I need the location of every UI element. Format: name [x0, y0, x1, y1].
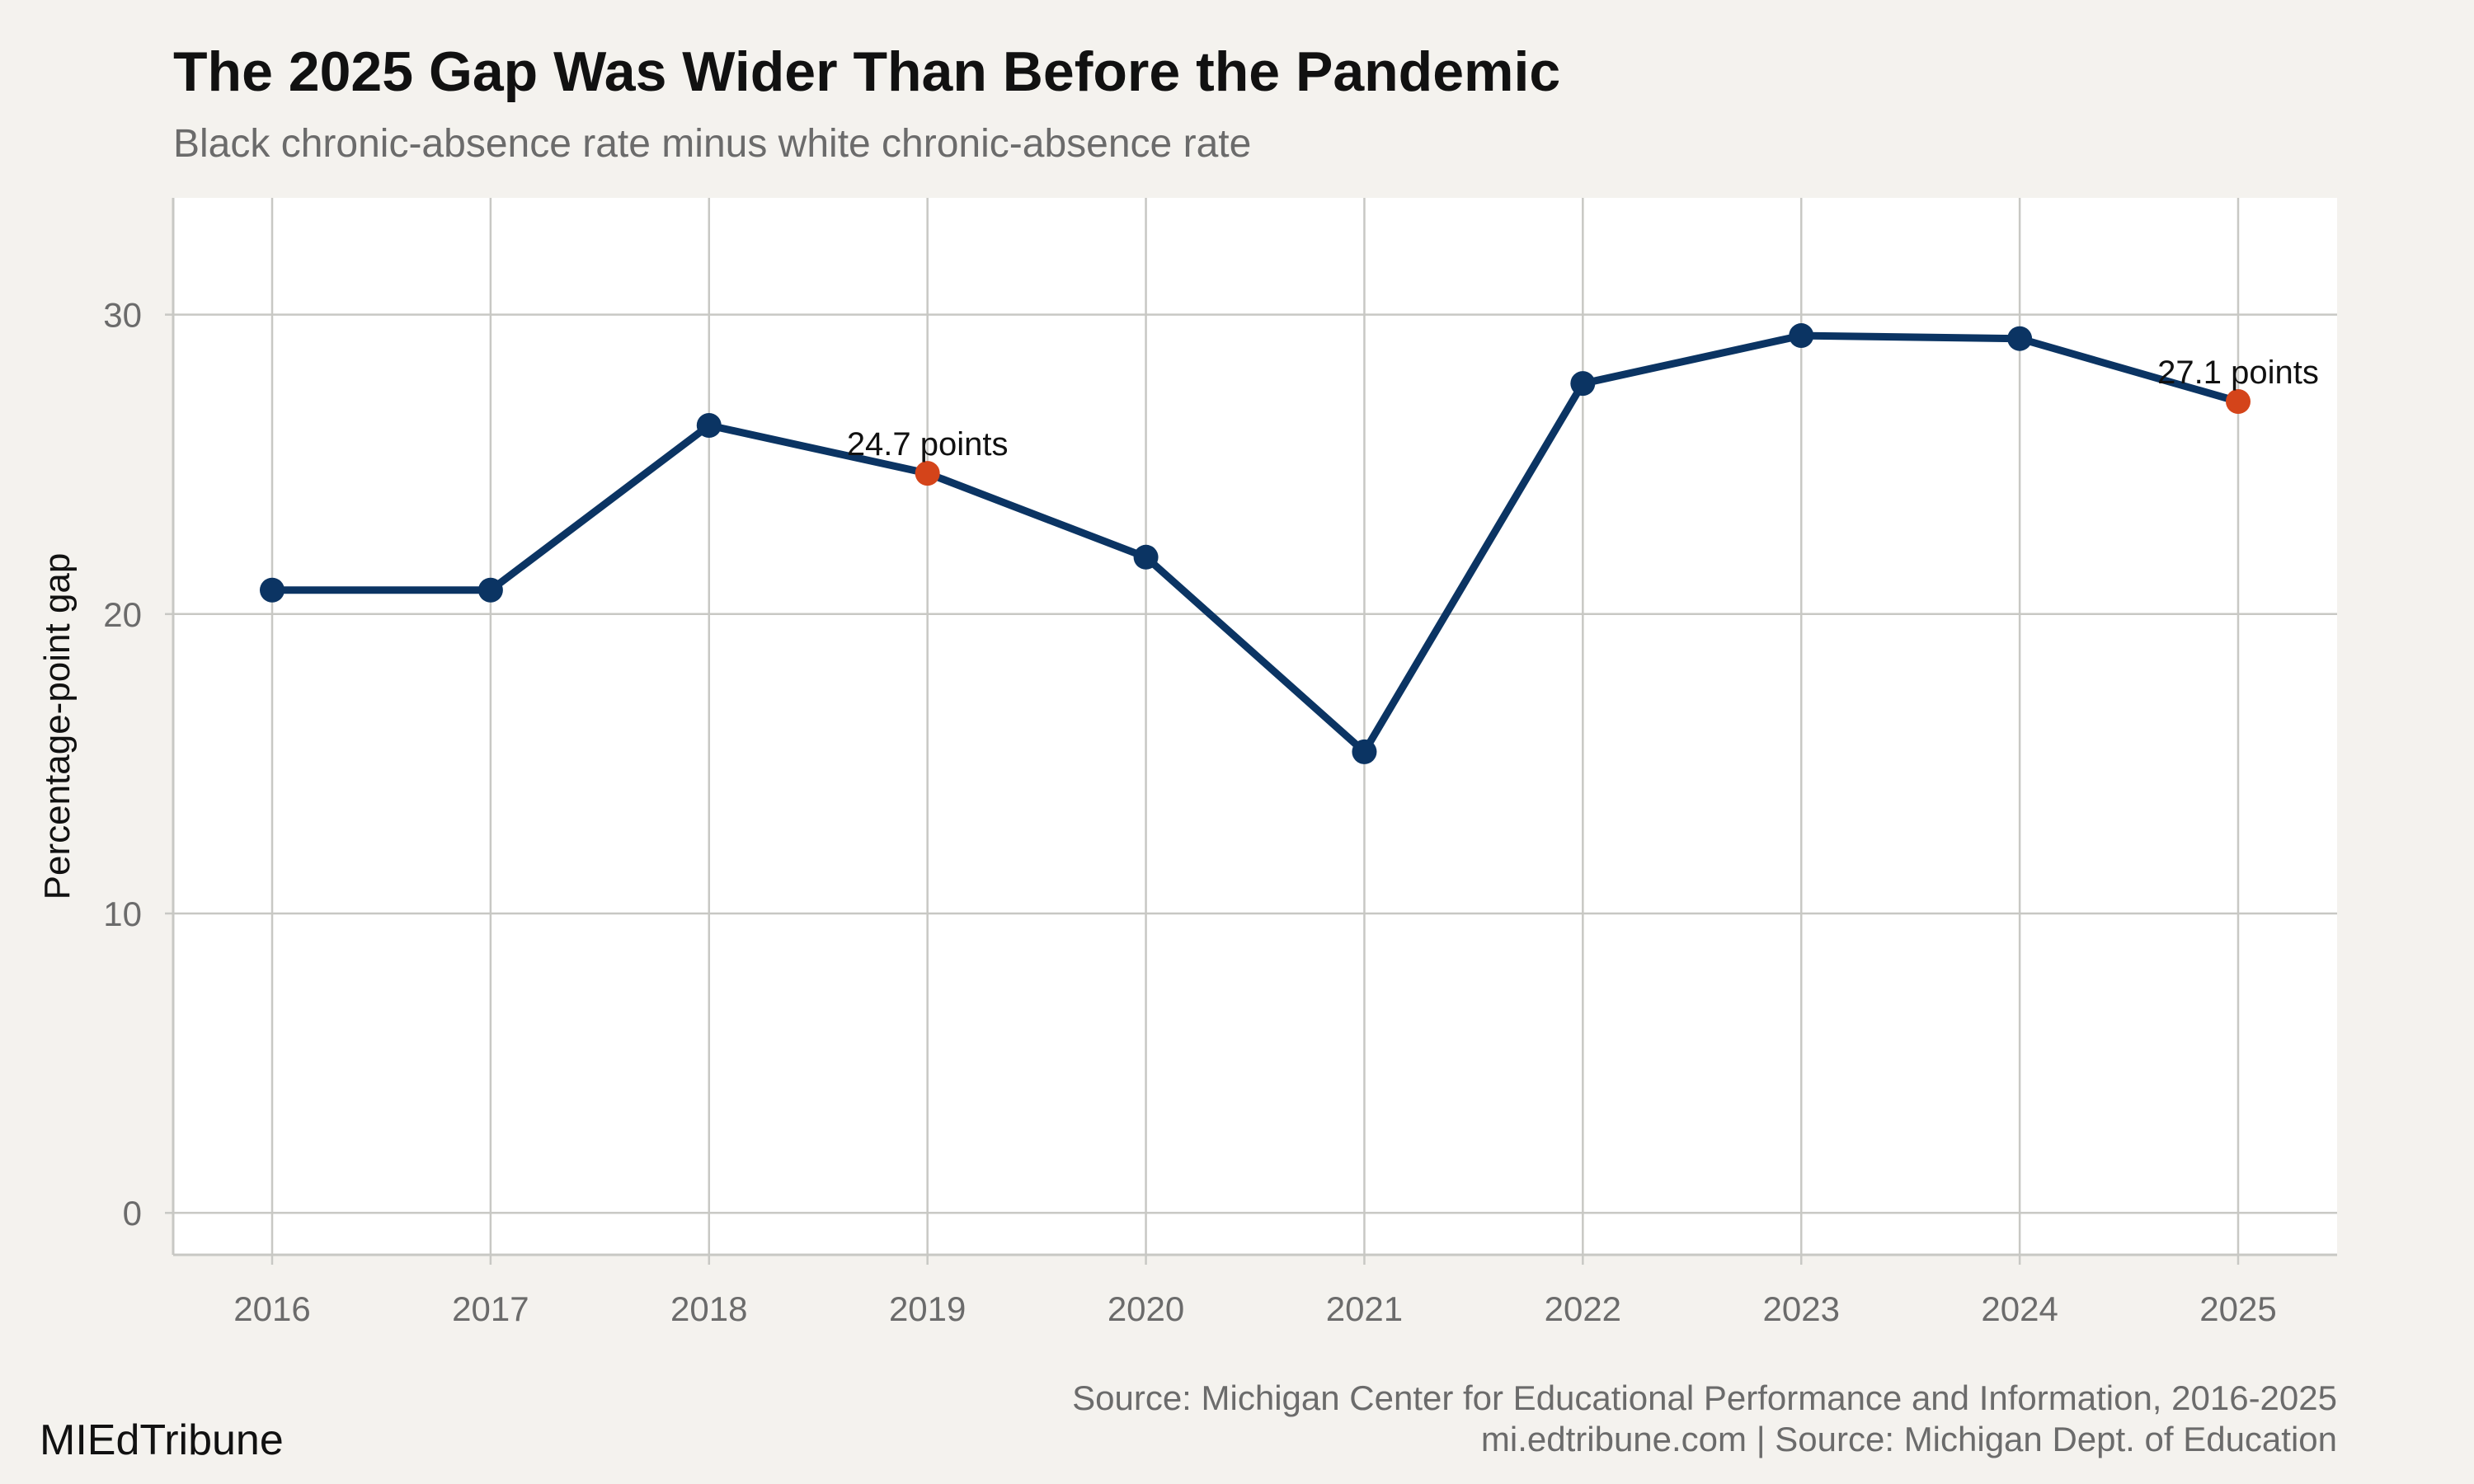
chart-subtitle: Black chronic-absence rate minus white c… [173, 122, 1251, 166]
x-tick-label-2023: 2023 [1763, 1289, 1840, 1328]
data-point-2025 [2226, 388, 2251, 414]
data-point-2016 [260, 577, 285, 603]
series-line [268, 331, 2242, 756]
y-tick-label-20: 20 [103, 595, 142, 634]
y-tick-label-0: 0 [123, 1194, 142, 1233]
x-tick-label-2017: 2017 [452, 1289, 529, 1328]
tick-labels: 0 10 20 30 2016 2017 2018 2019 2020 2021 2022 2023 2… [103, 296, 2276, 1328]
data-point-2024 [2007, 326, 2033, 351]
annotations: 24.7 points 27.1 points [847, 355, 2319, 463]
x-tick-label-2021: 2021 [1326, 1289, 1403, 1328]
y-tick-label-10: 10 [103, 895, 142, 933]
annotation-2025: 27.1 points [2157, 355, 2319, 391]
y-axis-title: Percentage-point gap [37, 553, 78, 900]
data-point-2020 [1133, 544, 1159, 570]
data-point-2019 [915, 461, 940, 486]
grid [173, 198, 2337, 1255]
x-tick-label-2018: 2018 [670, 1289, 747, 1328]
x-tick-label-2019: 2019 [889, 1289, 966, 1328]
chart-title: The 2025 Gap Was Wider Than Before the P… [173, 40, 1560, 103]
data-point-2023 [1789, 323, 1814, 349]
source-caption-line-2: mi.edtribune.com | Source: Michigan Dept… [1481, 1420, 2337, 1458]
annotation-2019: 24.7 points [847, 426, 1009, 463]
x-tick-label-2016: 2016 [233, 1289, 310, 1328]
source-caption-line-1: Source: Michigan Center for Educational … [1072, 1378, 2337, 1417]
data-point-2017 [477, 577, 503, 603]
data-point-2018 [696, 413, 722, 439]
plot-panel [173, 198, 2337, 1255]
x-tick-label-2020: 2020 [1108, 1289, 1184, 1328]
data-point-2022 [1570, 371, 1596, 397]
series-gap [260, 323, 2251, 764]
x-tick-label-2025: 2025 [2199, 1289, 2276, 1328]
data-point-2021 [1352, 739, 1377, 764]
x-tick-label-2022: 2022 [1545, 1289, 1621, 1328]
brand-logo-text: MIEdTribune [40, 1416, 284, 1464]
x-tick-label-2024: 2024 [1981, 1289, 2058, 1328]
y-tick-label-30: 30 [103, 296, 142, 335]
